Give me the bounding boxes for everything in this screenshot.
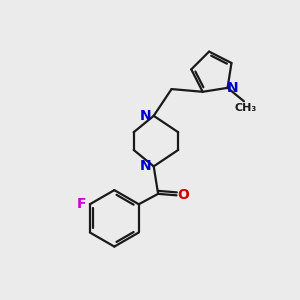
Text: F: F	[77, 197, 86, 211]
Text: CH₃: CH₃	[234, 103, 256, 113]
Text: N: N	[227, 81, 239, 95]
Text: N: N	[140, 159, 151, 173]
Text: O: O	[177, 188, 189, 202]
Text: N: N	[140, 109, 151, 123]
